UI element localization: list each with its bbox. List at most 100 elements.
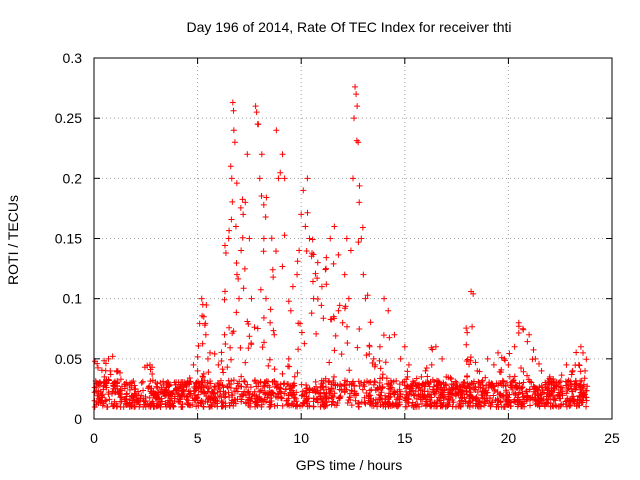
noise-point (164, 399, 171, 406)
noise-point (363, 352, 370, 359)
noise-point (212, 397, 219, 404)
noise-point (221, 242, 228, 249)
noise-point (259, 387, 266, 394)
data-point (366, 343, 373, 350)
noise-point (412, 402, 419, 409)
y-tick-label: 0.2 (63, 170, 83, 186)
noise-point (149, 371, 156, 378)
noise-point (228, 216, 235, 223)
noise-point (100, 400, 107, 407)
noise-point (101, 398, 108, 405)
data-point (194, 367, 201, 374)
noise-point (228, 356, 235, 363)
noise-point (532, 385, 539, 392)
noise-point (354, 344, 361, 351)
noise-point (367, 319, 374, 326)
noise-point (536, 360, 543, 367)
noise-point (570, 385, 577, 392)
noise-point (308, 253, 315, 260)
noise-point (348, 381, 355, 388)
noise-point (323, 281, 330, 288)
noise-point (474, 396, 481, 403)
noise-point (323, 399, 330, 406)
noise-point (477, 384, 484, 391)
noise-point (239, 196, 246, 203)
noise-point (544, 386, 551, 393)
noise-point (489, 399, 496, 406)
noise-point (126, 399, 133, 406)
noise-point (227, 344, 234, 351)
noise-point (177, 395, 184, 402)
noise-point (120, 403, 127, 410)
noise-point (217, 377, 224, 384)
noise-point (546, 391, 553, 398)
noise-point (519, 400, 526, 407)
noise-point (520, 379, 527, 386)
noise-point (242, 359, 249, 366)
noise-point (422, 383, 429, 390)
noise-point (452, 403, 459, 410)
noise-point (438, 384, 445, 391)
data-point (242, 199, 249, 206)
data-point (273, 127, 280, 134)
data-point (501, 355, 508, 362)
data-point (275, 175, 282, 182)
data-point (221, 331, 228, 338)
data-point (302, 223, 309, 230)
noise-point (470, 402, 477, 409)
noise-point (226, 324, 233, 331)
data-point (327, 235, 334, 242)
noise-point (527, 402, 534, 409)
noise-point (325, 390, 332, 397)
noise-point (405, 396, 412, 403)
noise-point (266, 356, 273, 363)
data-point (563, 361, 570, 368)
noise-point (147, 378, 154, 385)
noise-point (298, 329, 305, 336)
noise-point (419, 391, 426, 398)
noise-point (131, 403, 138, 410)
noise-point (313, 383, 320, 390)
noise-point (338, 351, 345, 358)
noise-point (281, 380, 288, 387)
noise-point (359, 224, 366, 231)
noise-point (370, 381, 377, 388)
noise-point (237, 383, 244, 390)
noise-point (180, 386, 187, 393)
noise-point (312, 388, 319, 395)
noise-point (459, 381, 466, 388)
data-point (262, 295, 269, 302)
noise-point (328, 381, 335, 388)
data-point (582, 367, 589, 374)
noise-point (379, 398, 386, 405)
noise-point (221, 296, 228, 303)
noise-point (542, 403, 549, 410)
noise-point (356, 326, 363, 333)
noise-point (387, 377, 394, 384)
data-point (252, 103, 259, 110)
noise-point (451, 390, 458, 397)
data-point (300, 187, 307, 194)
data-point (351, 115, 358, 122)
noise-point (214, 389, 221, 396)
noise-point (257, 286, 264, 293)
noise-point (479, 388, 486, 395)
noise-point (286, 402, 293, 409)
noise-point (191, 392, 198, 399)
noise-point (220, 391, 227, 398)
noise-point (563, 390, 570, 397)
data-point (248, 295, 255, 302)
noise-point (544, 396, 551, 403)
noise-point (583, 356, 590, 363)
noise-point (564, 386, 571, 393)
noise-point (268, 389, 275, 396)
noise-point (229, 198, 236, 205)
noise-point (362, 400, 369, 407)
data-point (412, 379, 419, 386)
noise-point (538, 394, 545, 401)
noise-point (404, 391, 411, 398)
noise-point (219, 366, 226, 373)
noise-point (355, 401, 362, 408)
noise-point (303, 381, 310, 388)
noise-point (495, 382, 502, 389)
